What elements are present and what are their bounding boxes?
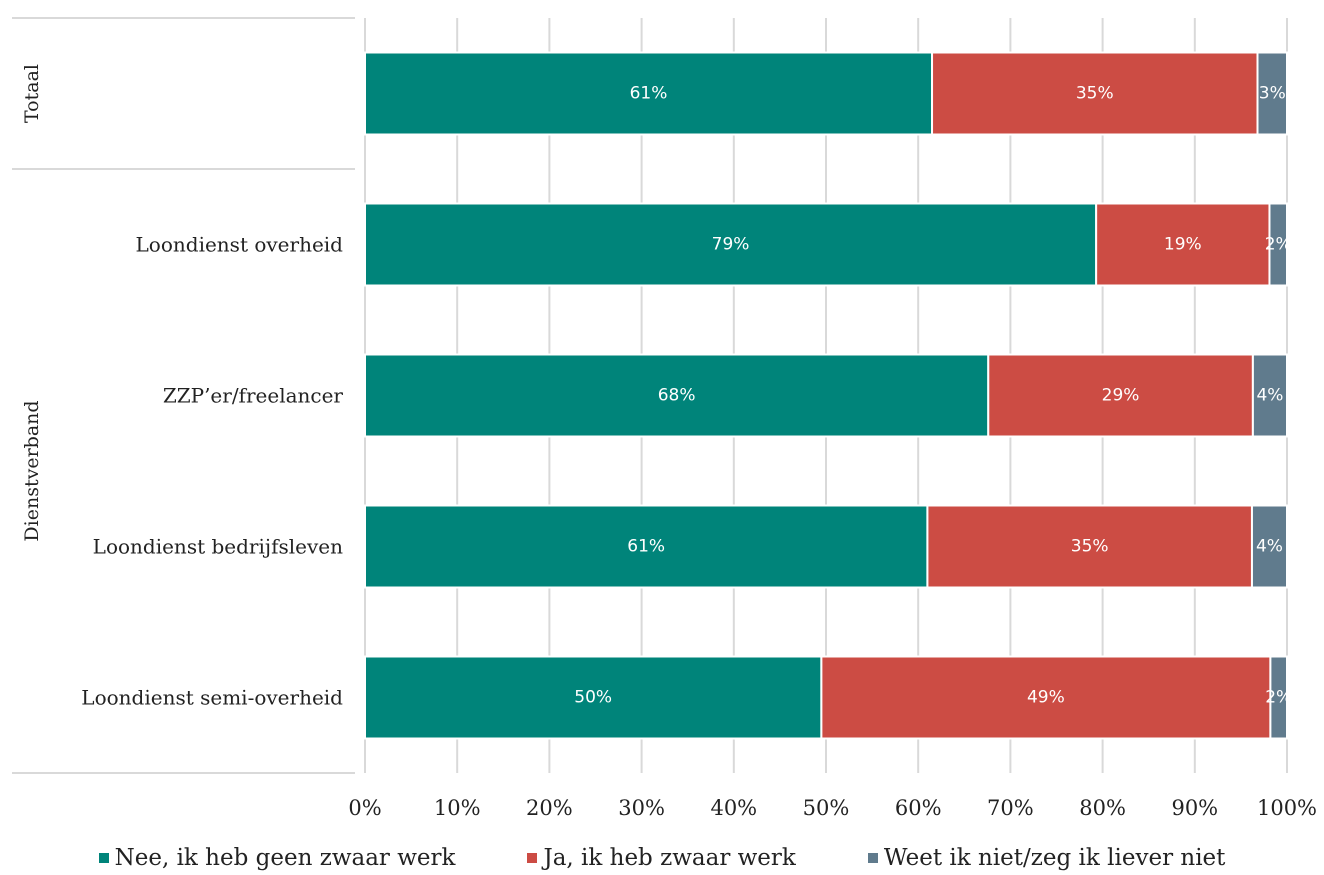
x-tick-label-7: 70% — [987, 796, 1034, 820]
group-label-totaal: Totaal — [21, 64, 43, 123]
legend-item-weet-niet: Weet ik niet/zeg ik liever niet — [867, 844, 1226, 871]
data-label-zzp-er-freelancer-series-0: 68% — [658, 386, 696, 406]
x-tick-label-4: 40% — [710, 796, 757, 820]
x-tick-label-8: 80% — [1079, 796, 1126, 820]
legend-label-nee: Nee, ik heb geen zwaar werk — [114, 844, 456, 871]
data-label-totaal-series-1: 35% — [1076, 84, 1114, 104]
x-tick-label-9: 90% — [1171, 796, 1218, 820]
data-label-loondienst-overheid-series-1: 19% — [1164, 235, 1202, 255]
group-label-dienstverband: Dienstverband — [21, 400, 43, 541]
x-axis-tick-labels: 0% 10% 20% 30% 40% 50% 60% 70% 80% 90% 100% — [348, 796, 1317, 820]
x-tick-label-10: 100% — [1257, 796, 1317, 820]
bar-totaal-series-2 — [1256, 51, 1288, 136]
x-tick-label-6: 60% — [895, 796, 942, 820]
data-label-totaal-series-2: 3% — [1259, 84, 1286, 104]
data-label-zzp-er-freelancer-series-1: 29% — [1102, 386, 1140, 406]
category-label-loondienst-bedrijfsleven: Loondienst bedrijfsleven — [93, 535, 343, 559]
data-label-loondienst-semi-overheid-series-2: 2% — [1265, 688, 1292, 708]
group-labels: Totaal Dienstverband — [21, 64, 43, 542]
legend-item-nee: Nee, ik heb geen zwaar werk — [98, 844, 456, 871]
category-label-zzp-er-freelancer: ZZP’er/freelancer — [163, 384, 344, 408]
x-tick-label-3: 30% — [618, 796, 665, 820]
bar-loondienst-bedrijfsleven-series-1 — [926, 504, 1253, 589]
data-label-loondienst-bedrijfsleven-series-1: 35% — [1071, 537, 1109, 557]
data-label-zzp-er-freelancer-series-2: 4% — [1256, 386, 1283, 406]
data-label-loondienst-bedrijfsleven-series-0: 61% — [627, 537, 665, 557]
data-label-totaal-series-0: 61% — [630, 84, 668, 104]
data-label-loondienst-overheid-series-2: 2% — [1265, 235, 1292, 255]
legend-label-ja: Ja, ik heb zwaar werk — [543, 844, 796, 871]
category-labels: Loondienst overheid ZZP’er/freelancer Loon… — [81, 233, 343, 710]
bar-loondienst-bedrijfsleven-series-2 — [1250, 504, 1288, 589]
bar-zzp-er-freelancer-series-0 — [364, 353, 990, 438]
bar-loondienst-bedrijfsleven-series-0 — [364, 504, 929, 589]
data-label-loondienst-semi-overheid-series-1: 49% — [1027, 688, 1065, 708]
segment-labels: 61% 35% 3% 79% 19% 2% 68% 29% 4% 61% 35% 4% 50% 49% 2% — [574, 84, 1292, 708]
legend-swatch-ja — [527, 852, 538, 863]
x-tick-label-2: 20% — [526, 796, 573, 820]
legend-label-weet-niet: Weet ik niet/zeg ik liever niet — [883, 844, 1226, 871]
bar-loondienst-overheid-series-2 — [1268, 202, 1289, 287]
legend: Nee, ik heb geen zwaar werk Ja, ik heb z… — [0, 840, 1324, 875]
category-group-frame — [12, 17, 355, 774]
legend-item-ja: Ja, ik heb zwaar werk — [527, 844, 796, 871]
x-tick-label-5: 50% — [803, 796, 850, 820]
legend-swatch-nee — [98, 852, 109, 863]
legend-swatch-weet-niet — [867, 852, 878, 863]
data-label-loondienst-overheid-series-0: 79% — [712, 235, 750, 255]
x-tick-label-1: 10% — [434, 796, 481, 820]
data-label-loondienst-semi-overheid-series-0: 50% — [574, 688, 612, 708]
bar-zzp-er-freelancer-series-2 — [1251, 353, 1288, 438]
stacked-bar-chart: 61% 35% 3% 79% 19% 2% 68% 29% 4% 61% 35% 4% 50% 49% 2%… — [12, 17, 1317, 820]
data-label-loondienst-bedrijfsleven-series-2: 4% — [1256, 537, 1283, 557]
x-tick-label-0: 0% — [348, 796, 381, 820]
category-label-loondienst-semi-overheid: Loondienst semi-overheid — [81, 686, 343, 710]
bar-zzp-er-freelancer-series-1 — [987, 353, 1254, 438]
category-label-loondienst-overheid: Loondienst overheid — [136, 233, 344, 257]
bars — [364, 51, 1289, 740]
bar-loondienst-semi-overheid-series-2 — [1269, 655, 1289, 740]
